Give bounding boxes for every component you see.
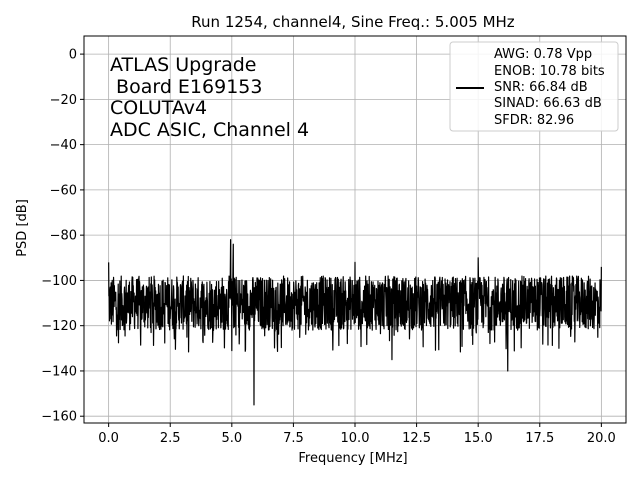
y-axis-label: PSD [dB] — [15, 199, 30, 257]
legend-enob: ENOB: 10.78 bits — [494, 64, 605, 79]
y-tick-label: −40 — [50, 138, 77, 153]
trace-layer — [108, 239, 602, 406]
x-tick-label: 0.0 — [98, 431, 119, 446]
x-ticks: 0.0 2.5 5.0 7.5 10.0 12.5 15.0 17.5 20.0 — [98, 423, 616, 446]
chart-title: Run 1254, channel4, Sine Freq.: 5.005 MH… — [191, 13, 515, 31]
annotation-line-3: COLUTAv4 — [110, 97, 207, 119]
y-tick-label: −20 — [50, 93, 77, 108]
annotation-line-1: ATLAS Upgrade — [110, 54, 256, 76]
y-tick-label: −80 — [50, 229, 77, 244]
x-tick-label: 10.0 — [341, 431, 370, 446]
y-tick-label: −160 — [41, 410, 77, 425]
legend-box — [449, 41, 619, 132]
x-tick-label: 20.0 — [587, 431, 616, 446]
legend-sinad: SINAD: 66.63 dB — [494, 96, 602, 111]
legend: AWG: 0.78 Vpp ENOB: 10.78 bits SNR: 66.8… — [449, 41, 619, 132]
x-tick-label: 5.0 — [221, 431, 242, 446]
legend-awg: AWG: 0.78 Vpp — [494, 47, 592, 62]
y-tick-label: 0 — [69, 48, 77, 63]
psd-trace — [108, 239, 602, 406]
annotation-line-4: ADC ASIC, Channel 4 — [110, 119, 309, 141]
x-tick-label: 15.0 — [464, 431, 493, 446]
y-tick-label: −140 — [41, 364, 77, 379]
y-tick-label: −60 — [50, 183, 77, 198]
y-ticks: 0 −20 −40 −60 −80 −100 −120 −140 −160 — [41, 48, 84, 425]
x-tick-label: 2.5 — [160, 431, 181, 446]
y-tick-label: −100 — [41, 274, 77, 289]
grid-layer — [84, 36, 626, 423]
x-axis-label: Frequency [MHz] — [298, 451, 407, 466]
legend-sfdr: SFDR: 82.96 — [494, 113, 574, 128]
x-tick-label: 17.5 — [525, 431, 554, 446]
annotation-line-2: Board E169153 — [110, 76, 262, 98]
x-tick-label: 12.5 — [402, 431, 431, 446]
x-tick-label: 7.5 — [283, 431, 304, 446]
y-tick-label: −120 — [41, 319, 77, 334]
legend-snr: SNR: 66.84 dB — [494, 80, 588, 95]
board-annotation: ATLAS Upgrade Board E169153 COLUTAv4 ADC… — [110, 54, 309, 141]
